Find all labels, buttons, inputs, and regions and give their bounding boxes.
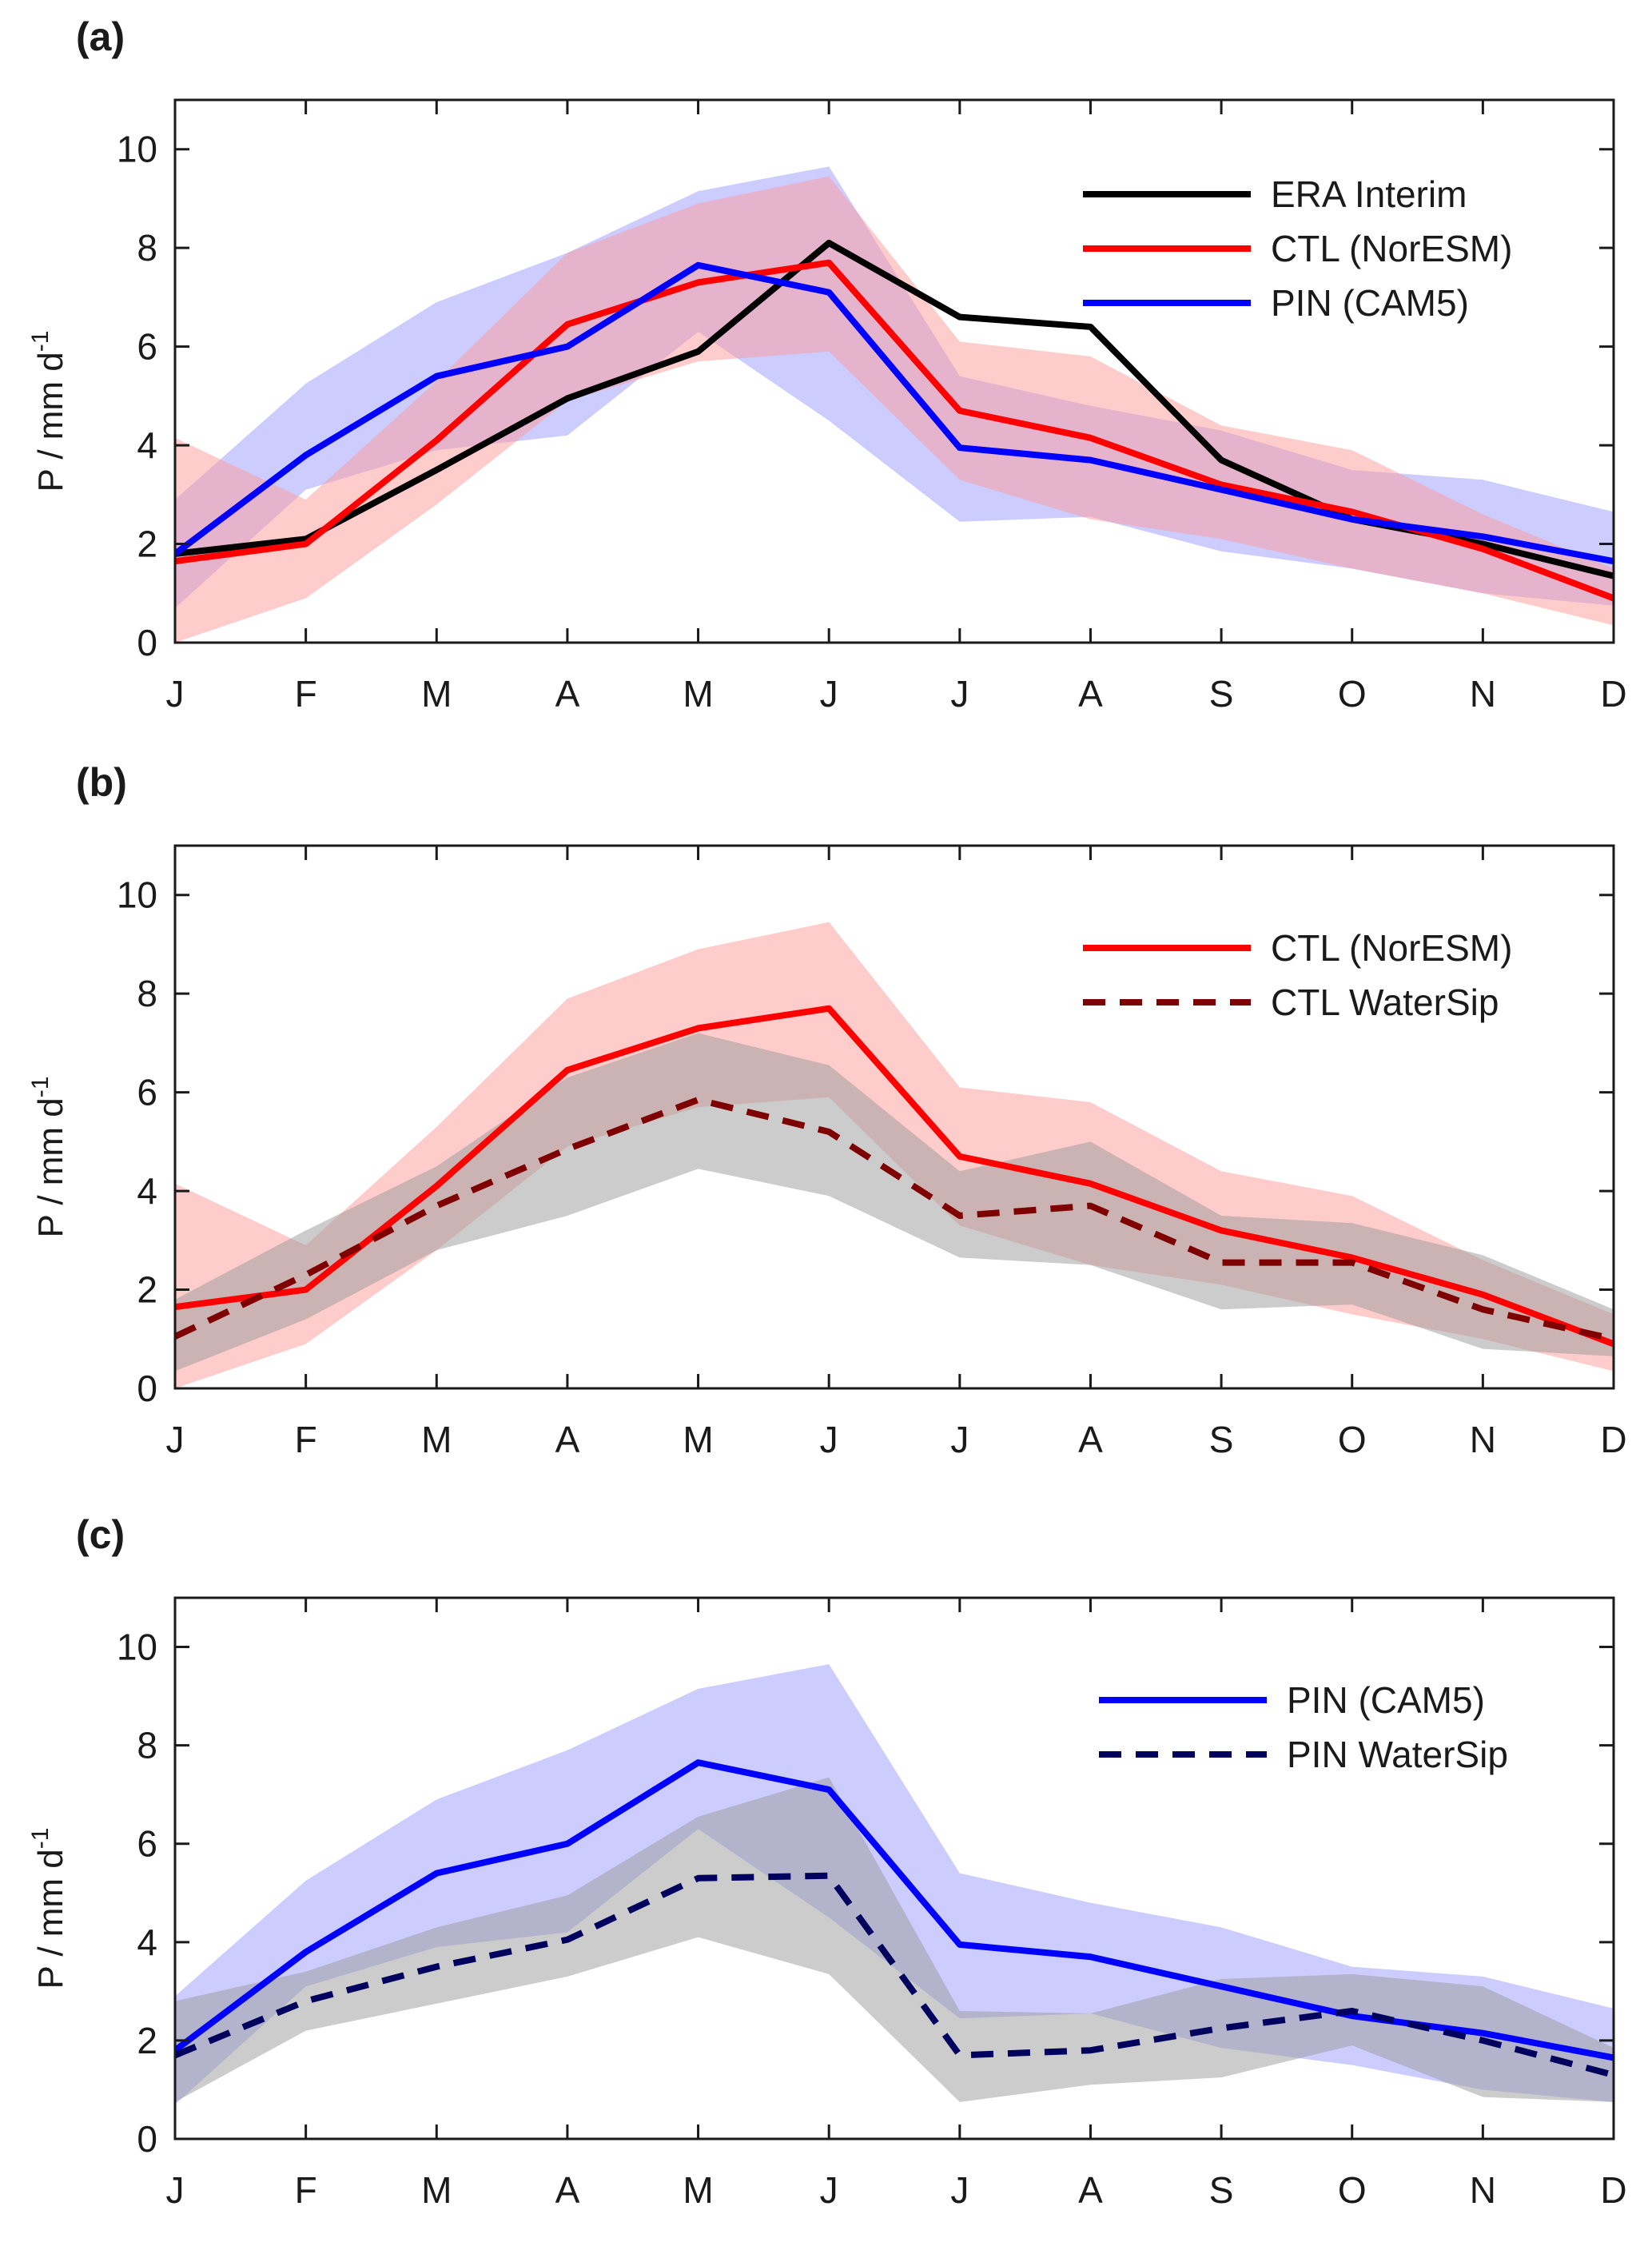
x-tick-label: F [295, 673, 317, 715]
series-line [175, 1872, 1614, 2078]
y-tick-label: 0 [137, 1368, 157, 1409]
range-band [175, 1777, 1614, 2102]
y-tick-label: 4 [137, 1170, 157, 1212]
y-axis-label: P / mm d-1 [27, 331, 70, 492]
x-tick-label: J [950, 673, 969, 715]
x-tick-label: N [1470, 673, 1496, 715]
plot-area [175, 922, 1614, 1388]
y-tick-label: 0 [137, 2118, 157, 2160]
x-tick-label: D [1600, 673, 1626, 715]
y-axis-label: P / mm d-1 [27, 1828, 70, 1989]
range-band [175, 176, 1614, 643]
x-tick-label: D [1600, 1419, 1626, 1460]
x-tick-label: D [1600, 2169, 1626, 2211]
x-tick-label: J [950, 1419, 969, 1460]
legend-label: CTL (NorESM) [1271, 228, 1512, 269]
y-axis-label-superscript: -1 [27, 331, 54, 352]
x-tick-label: O [1338, 1419, 1367, 1460]
x-tick-label: F [295, 1419, 317, 1460]
panel-b: 0 2 4 6 8 10 J F M A M J J A S O N D (b) P / mm d-1 CTL (Nor… [27, 760, 1627, 1460]
y-tick-label: 4 [137, 424, 157, 466]
x-tick-label: J [166, 673, 185, 715]
y-tick-label: 0 [137, 622, 157, 663]
y-tick-label: 2 [137, 1269, 157, 1311]
y-tick-label: 2 [137, 524, 157, 565]
x-tick-label: M [683, 2169, 713, 2211]
legend-label: PIN (CAM5) [1287, 1679, 1485, 1721]
x-tick-label: A [1078, 673, 1103, 715]
series-line [175, 261, 1614, 565]
legend-label: CTL WaterSip [1271, 982, 1499, 1023]
x-tick-label: N [1470, 1419, 1496, 1460]
plot-area [175, 1664, 1614, 2105]
x-tick-label: A [1078, 2169, 1103, 2211]
y-tick-label: 6 [137, 1823, 157, 1865]
x-tick-label: A [555, 673, 580, 715]
range-band [175, 1033, 1614, 1372]
x-tick-label: S [1209, 1419, 1234, 1460]
y-tick-label: 2 [137, 2020, 157, 2061]
series-line [175, 1096, 1614, 1343]
legend-label: PIN WaterSip [1287, 1734, 1508, 1775]
x-tick-label: J [820, 673, 838, 715]
x-tick-label: A [555, 2169, 580, 2211]
plot-area [175, 166, 1614, 643]
y-tick-label: 10 [117, 874, 157, 916]
panel-c: 0 2 4 6 8 10 J F M A M J J A S O N D (c) P / mm d-1 PIN (CAM… [27, 1512, 1627, 2211]
x-tick-label: A [555, 1419, 580, 1460]
axes-box [173, 844, 1615, 1390]
y-axis-label-text: P / mm d [31, 1097, 70, 1237]
y-axis-label-text: P / mm d [31, 1849, 70, 1989]
series-line [175, 259, 1614, 602]
x-tick-label: O [1338, 673, 1367, 715]
x-tick-label: O [1338, 2169, 1367, 2211]
x-tick-label: F [295, 2169, 317, 2211]
y-tick-label: 10 [117, 129, 157, 170]
axes-box [173, 98, 1615, 644]
x-tick-label: J [820, 1419, 838, 1460]
axes-box [173, 1596, 1615, 2140]
x-tick-label: S [1209, 673, 1234, 715]
y-tick-label: 8 [137, 973, 157, 1014]
panel-label: (c) [76, 1512, 125, 1557]
y-tick-label: 8 [137, 1725, 157, 1766]
y-axis-label-text: P / mm d [31, 352, 70, 492]
legend-label: PIN (CAM5) [1271, 282, 1469, 324]
y-tick-label: 8 [137, 227, 157, 269]
panel-label: (b) [76, 760, 127, 805]
x-tick-label: J [166, 1419, 185, 1460]
x-tick-label: J [950, 2169, 969, 2211]
x-tick-label: N [1470, 2169, 1496, 2211]
series-line [175, 1005, 1614, 1348]
x-tick-label: M [683, 1419, 713, 1460]
y-axis-label-superscript: -1 [27, 1077, 54, 1098]
y-axis-label-superscript: -1 [27, 1828, 54, 1850]
x-tick-label: S [1209, 2169, 1234, 2211]
x-tick-label: A [1078, 1419, 1103, 1460]
y-tick-label: 6 [137, 1072, 157, 1113]
y-tick-label: 4 [137, 1921, 157, 1963]
x-tick-label: M [421, 1419, 452, 1460]
x-tick-label: J [820, 2169, 838, 2211]
y-tick-label: 10 [117, 1627, 157, 1668]
panel-a: 0 2 4 6 8 10 J F M A M J J A S O N D (a) P / mm d-1 ERA Inte… [27, 14, 1627, 715]
panel-label: (a) [76, 14, 125, 59]
y-axis-label: P / mm d-1 [27, 1077, 70, 1238]
x-tick-label: M [421, 673, 452, 715]
legend-label: ERA Interim [1271, 173, 1467, 215]
x-tick-label: M [683, 673, 713, 715]
x-tick-label: M [421, 2169, 452, 2211]
x-tick-label: J [166, 2169, 185, 2211]
y-tick-label: 6 [137, 326, 157, 368]
legend-label: CTL (NorESM) [1271, 927, 1512, 969]
